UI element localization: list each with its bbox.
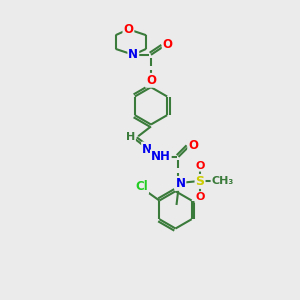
Text: NH: NH: [151, 150, 171, 164]
Text: N: N: [128, 48, 138, 61]
Text: S: S: [196, 175, 205, 188]
Text: N: N: [176, 177, 185, 190]
Text: CH₃: CH₃: [212, 176, 234, 186]
Text: H: H: [126, 132, 135, 142]
Text: Cl: Cl: [135, 180, 148, 193]
Text: O: O: [195, 161, 205, 171]
Text: O: O: [123, 23, 134, 36]
Text: O: O: [163, 38, 173, 52]
Text: N: N: [142, 142, 152, 155]
Text: O: O: [188, 139, 198, 152]
Text: O: O: [146, 74, 156, 87]
Text: O: O: [195, 192, 205, 202]
